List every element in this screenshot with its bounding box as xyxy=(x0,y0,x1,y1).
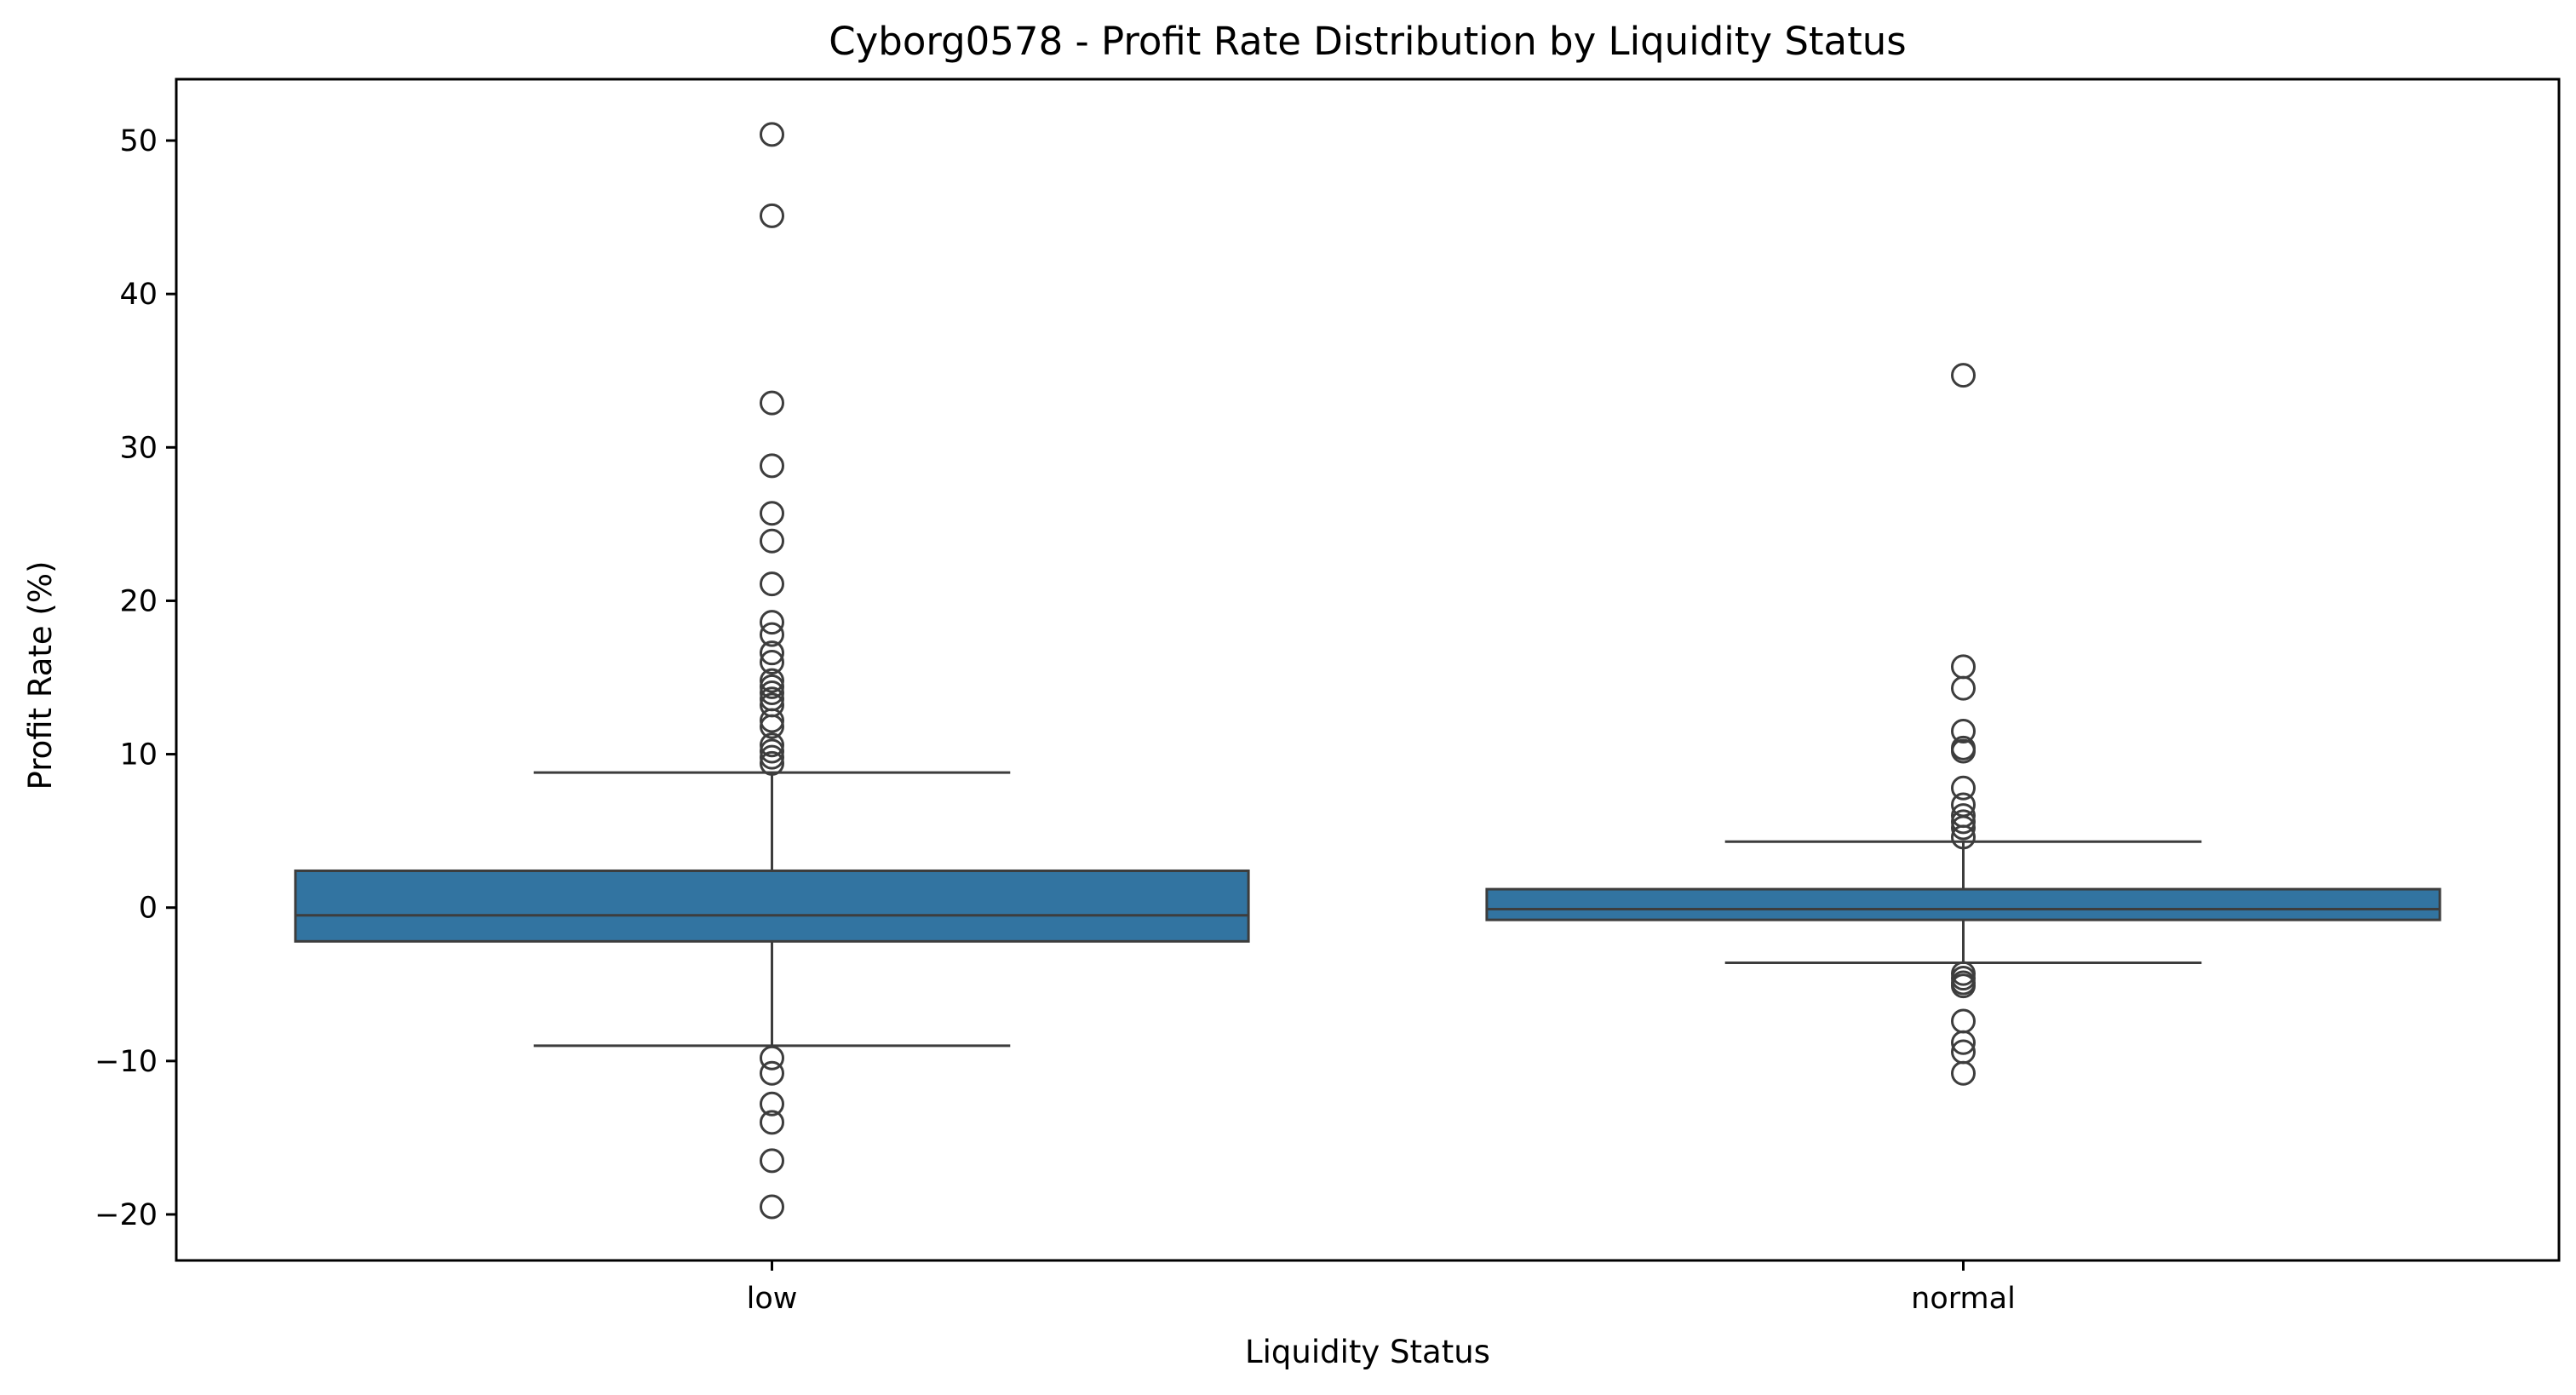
outlier-point xyxy=(760,1148,784,1174)
y-tick-label: 30 xyxy=(119,431,158,465)
outlier-point xyxy=(1951,824,1976,850)
outlier-point xyxy=(1951,654,1976,680)
outlier-point xyxy=(1951,675,1976,701)
outlier-point xyxy=(1951,775,1976,801)
outlier-point xyxy=(1951,815,1976,841)
outlier-point xyxy=(760,1194,784,1220)
outlier-point xyxy=(1951,738,1976,764)
outlier-point xyxy=(1951,1060,1976,1086)
outlier-point xyxy=(760,1060,784,1086)
outlier-point xyxy=(760,122,784,147)
outlier-point xyxy=(760,1045,784,1071)
outlier-point xyxy=(1951,973,1976,999)
box-low xyxy=(294,869,1250,943)
outlier-point xyxy=(760,668,784,693)
y-tick-label: 20 xyxy=(119,584,158,618)
outlier-point xyxy=(1951,719,1976,744)
y-axis-label: Profit Rate (%) xyxy=(22,561,59,790)
outlier-point xyxy=(760,680,784,706)
box-group-normal xyxy=(1485,363,2441,1086)
y-tick-label: 0 xyxy=(139,892,158,926)
outlier-point xyxy=(760,622,784,647)
outlier-point xyxy=(760,528,784,554)
outlier-point xyxy=(760,708,784,733)
outlier-point xyxy=(760,610,784,635)
outlier-point xyxy=(760,649,784,675)
plot-frame xyxy=(175,78,2561,1262)
y-tick-label: −20 xyxy=(95,1198,158,1232)
outlier-point xyxy=(1951,363,1976,388)
outlier-point xyxy=(760,714,784,739)
y-tick-label: 40 xyxy=(119,278,158,312)
outlier-point xyxy=(1951,1030,1976,1055)
outlier-point xyxy=(760,750,784,776)
outlier-point xyxy=(760,674,784,699)
outlier-point xyxy=(760,203,784,228)
chart-title: Cyborg0578 - Profit Rate Distribution by… xyxy=(829,19,1907,64)
box-group-low xyxy=(294,122,1250,1220)
plot-area: −20 −10 0 10 20 30 40 50 low normal xyxy=(95,78,2561,1316)
outlier-point xyxy=(760,640,784,666)
outlier-point xyxy=(760,738,784,764)
outlier-point xyxy=(1951,1008,1976,1034)
y-tick-label: −10 xyxy=(95,1045,158,1079)
y-tick-label: 10 xyxy=(119,738,158,772)
x-axis-label: Liquidity Status xyxy=(1245,1334,1490,1370)
outlier-point xyxy=(760,390,784,416)
outlier-point xyxy=(760,1110,784,1135)
y-tick-label: 50 xyxy=(119,124,158,158)
x-tick-label-normal: normal xyxy=(1911,1282,2016,1316)
x-tick-label-low: low xyxy=(747,1282,798,1316)
box-normal xyxy=(1485,887,2441,921)
outlier-point xyxy=(760,453,784,479)
outlier-point xyxy=(760,744,784,770)
outlier-point xyxy=(760,732,784,758)
outlier-point xyxy=(760,501,784,526)
outlier-point xyxy=(760,571,784,597)
outlier-point xyxy=(1951,809,1976,835)
outlier-point xyxy=(760,1091,784,1117)
